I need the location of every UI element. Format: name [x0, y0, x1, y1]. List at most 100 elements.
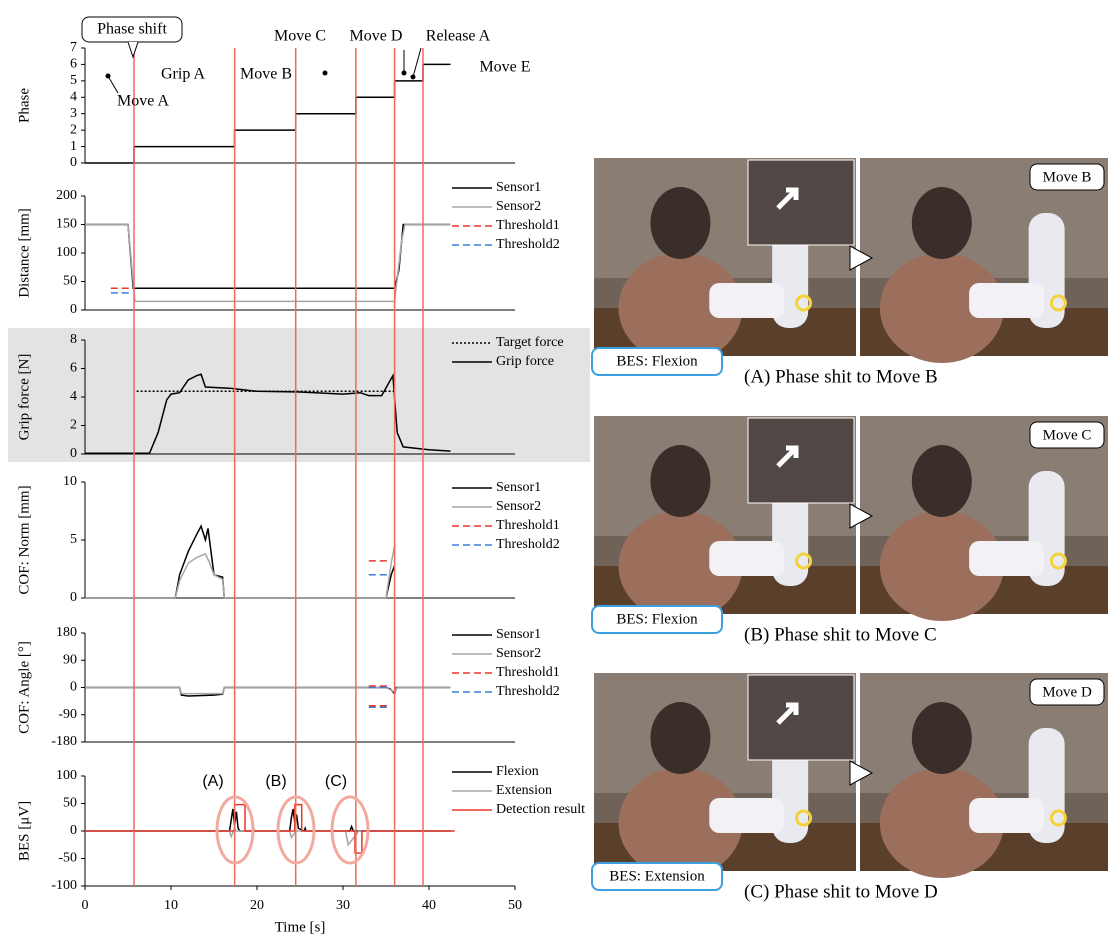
phase-annotations: Phase shift Move A Grip A Move B Move C … [82, 17, 531, 110]
legend-label: Threshold1 [496, 665, 560, 680]
x-tick-label: 10 [164, 898, 178, 913]
photos: Move B BES: Flexion (A) Phase shit to Move… [592, 158, 1108, 902]
person-head [650, 187, 710, 259]
x-tick-label: 30 [336, 898, 350, 913]
leader-dot [323, 71, 328, 76]
series-line [85, 225, 451, 302]
annotation: Grip A [161, 66, 205, 83]
inset [748, 418, 854, 503]
y-tick-label: 6 [70, 361, 77, 376]
annotation: Move A [117, 93, 169, 110]
legend-label: Grip force [496, 354, 554, 369]
y-tick-label: 1 [70, 139, 77, 154]
bes-label: BES: Flexion [616, 611, 698, 627]
y-axis-label: Distance [mm] [16, 208, 32, 298]
robot-hand [709, 541, 784, 576]
legend-label: Detection result [496, 802, 585, 817]
y-tick-label: 100 [56, 245, 77, 260]
y-tick-label: 4 [70, 90, 77, 105]
photo-caption: (C) Phase shit to Move D [744, 881, 938, 902]
y-axis-label: COF: Norm [mm] [16, 485, 32, 594]
leader-line [108, 76, 118, 93]
x-tick-label: 50 [508, 898, 522, 913]
y-tick-label: 6 [70, 57, 77, 72]
robot-hand [969, 283, 1044, 318]
y-tick-label: -50 [58, 851, 77, 866]
robot-hand [969, 541, 1044, 576]
legend-label: Sensor2 [496, 646, 541, 661]
legend-label: Threshold2 [496, 684, 560, 699]
series-line [85, 809, 451, 831]
y-tick-label: -100 [51, 878, 77, 893]
person-head [912, 187, 972, 259]
robot-hand [709, 798, 784, 833]
legend-label: Flexion [496, 764, 539, 779]
series-line [369, 688, 391, 708]
annotation: (A) [202, 773, 223, 790]
photo-caption: (B) Phase shit to Move C [744, 624, 937, 645]
y-tick-label: 4 [70, 389, 77, 404]
y-tick-label: 3 [70, 106, 77, 121]
annotation: Move D [350, 28, 403, 45]
y-tick-label: 0 [70, 823, 77, 838]
inset [748, 675, 854, 760]
annotation: (B) [265, 773, 286, 790]
y-axis-label: Grip force [N] [16, 354, 32, 441]
y-tick-label: -180 [51, 734, 77, 749]
annotation: Release A [426, 28, 491, 45]
person-head [650, 445, 710, 517]
y-tick-label: 0 [70, 446, 77, 461]
y-tick-label: 0 [70, 302, 77, 317]
bes-annotations: (A) (B) (C) [202, 773, 368, 863]
y-axis-label: COF: Angle [°] [16, 641, 32, 734]
legend-label: Sensor1 [496, 480, 541, 495]
robot-hand [969, 798, 1044, 833]
y-tick-label: 0 [70, 155, 77, 170]
legend-label: Threshold2 [496, 537, 560, 552]
annotation: (C) [325, 773, 347, 790]
series-line [369, 686, 391, 706]
annotation: Phase shift [97, 21, 167, 38]
annotation: Move C [274, 28, 326, 45]
legend-label: Sensor2 [496, 199, 541, 214]
callout-pointer [128, 42, 138, 57]
y-tick-label: 5 [70, 73, 77, 88]
y-tick-label: 50 [63, 796, 77, 811]
y-tick-label: 50 [63, 274, 77, 289]
y-tick-label: 5 [70, 532, 77, 547]
x-axis-label: Time [s] [275, 919, 326, 935]
legend-label: Threshold2 [496, 237, 560, 252]
y-axis-label: Phase [16, 88, 32, 123]
series-line [85, 546, 395, 598]
annotation: Move B [240, 66, 292, 83]
legend-label: Threshold1 [496, 518, 560, 533]
x-tick-label: 20 [250, 898, 264, 913]
y-tick-label: -90 [58, 707, 77, 722]
legend-label: Sensor1 [496, 180, 541, 195]
y-axis-label: BES [μV] [16, 801, 32, 861]
phase-label: Move D [1042, 684, 1092, 700]
figure: 01234567Phase050100150200Distance [mm]Se… [0, 0, 1110, 939]
phase-label: Move B [1043, 169, 1092, 185]
y-tick-label: 0 [70, 680, 77, 695]
bes-label: BES: Flexion [616, 353, 698, 369]
legend-label: Extension [496, 783, 552, 798]
leader-line [413, 48, 421, 77]
annotation: Move E [479, 59, 530, 76]
person-head [650, 702, 710, 774]
y-tick-label: 180 [56, 625, 77, 640]
robot-hand [709, 283, 784, 318]
person-head [912, 702, 972, 774]
inset [748, 160, 854, 245]
y-tick-label: 90 [63, 652, 77, 667]
series-line [85, 526, 395, 598]
y-tick-label: 2 [70, 122, 77, 137]
y-tick-label: 150 [56, 217, 77, 232]
x-tick-label: 0 [82, 898, 89, 913]
y-tick-label: 8 [70, 332, 77, 347]
series-line [85, 805, 455, 853]
y-tick-label: 0 [70, 590, 77, 605]
legend-label: Target force [496, 335, 564, 350]
photo-caption: (A) Phase shit to Move B [744, 366, 938, 387]
